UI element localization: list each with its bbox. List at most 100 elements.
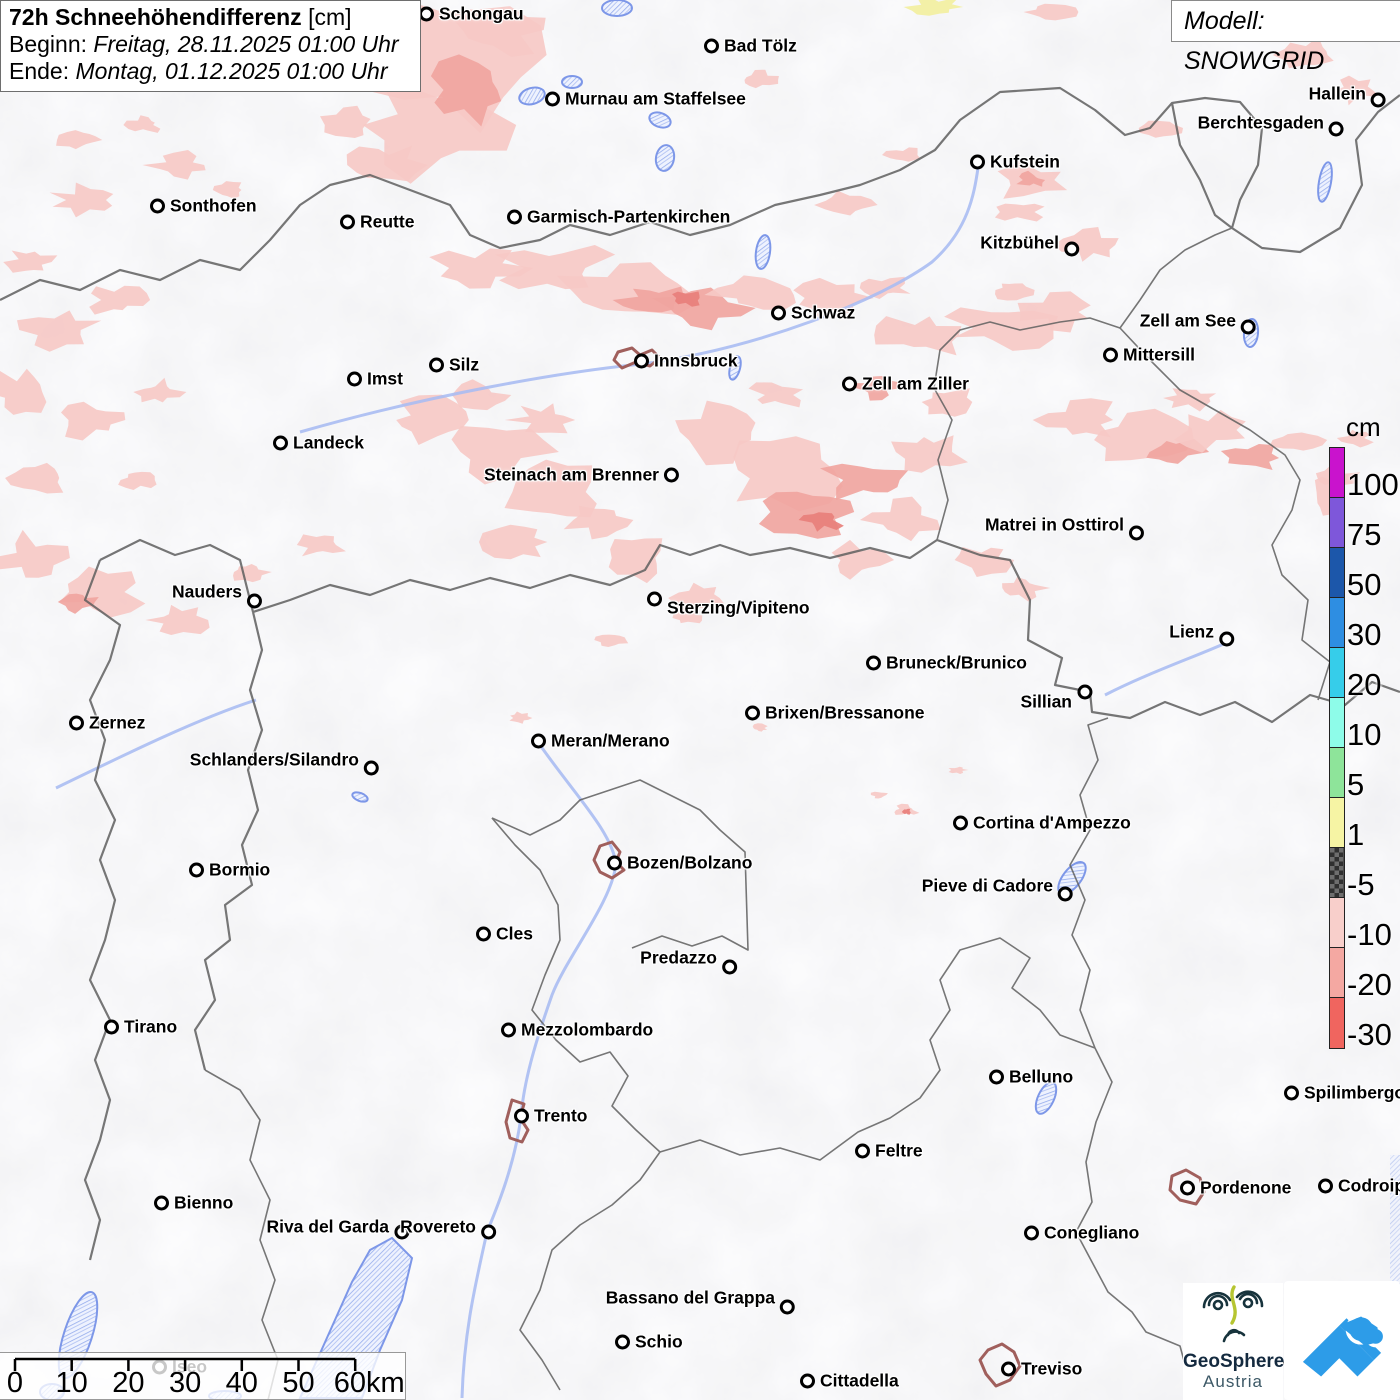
city-label: Murnau am Staffelsee <box>565 88 746 109</box>
city-dot <box>647 591 662 607</box>
snow-patch <box>1023 3 1079 21</box>
city-label: Imst <box>367 368 403 389</box>
city-marker-predazzo: Predazzo <box>635 948 737 978</box>
snow-patch <box>995 283 1035 301</box>
city-marker-bruneck-brunico: Bruneck/Brunico <box>866 653 1032 674</box>
snow-patch <box>396 394 469 445</box>
city-label: Nauders <box>171 581 242 602</box>
scale-bar: 0 10 20 30 40 50 60km <box>0 1352 406 1400</box>
city-marker-trento: Trento <box>514 1106 592 1127</box>
geosphere-logo-line1: GeoSphere <box>1183 1351 1285 1372</box>
city-marker-zernez: Zernez <box>69 713 150 734</box>
city-label: Kitzbühel <box>980 232 1059 253</box>
city-marker-steinach-am-brenner: Steinach am Brenner <box>479 465 679 486</box>
snow-patch <box>891 435 968 473</box>
city-label: Silz <box>449 354 480 375</box>
city-label: Garmisch-Partenkirchen <box>527 206 731 227</box>
snow-patch <box>479 524 548 560</box>
legend-tick-label: 5 <box>1347 767 1365 802</box>
snow-patch <box>429 248 534 289</box>
city-label: Conegliano <box>1044 1222 1140 1243</box>
city-dot <box>634 353 649 369</box>
city-dot <box>607 855 622 871</box>
city-marker-schio: Schio <box>615 1332 688 1353</box>
city-marker-conegliano: Conegliano <box>1024 1223 1144 1244</box>
snow-patch <box>948 766 969 774</box>
city-label: Schwaz <box>791 302 856 323</box>
snow-patch <box>672 609 703 624</box>
city-dot <box>1001 1361 1016 1377</box>
title-heading: 72h Schneehöhendifferenz <box>9 4 302 30</box>
city-dot <box>855 1143 870 1159</box>
snow-patch <box>874 316 962 356</box>
snow-patch <box>212 181 242 199</box>
city-marker-brixen-bressanone: Brixen/Bressanone <box>745 703 930 724</box>
legend-tick-label: -30 <box>1347 1017 1392 1052</box>
city-label: Brixen/Bressanone <box>765 702 925 723</box>
city-label: Zell am Ziller <box>862 373 969 394</box>
legend-tick-label: 10 <box>1347 717 1382 752</box>
city-dot <box>1058 886 1073 902</box>
city-dot <box>501 1022 516 1038</box>
city-marker-mezzolombardo: Mezzolombardo <box>501 1020 658 1041</box>
snow-patch <box>1016 170 1046 187</box>
city-dot <box>1103 347 1118 363</box>
title-box: 72h Schneehöhendifferenz [cm] Beginn: Fr… <box>0 0 421 92</box>
scale-label: 0 <box>6 1367 24 1399</box>
city-dot <box>273 435 288 451</box>
geosphere-logo-icon <box>1202 1285 1264 1343</box>
city-dot <box>1241 319 1256 335</box>
city-label: Hallein <box>1308 83 1366 104</box>
city-dot <box>1064 241 1079 257</box>
scale-label: 50 <box>282 1367 315 1399</box>
city-label: Bormio <box>209 859 271 880</box>
legend-segment-5 <box>1330 748 1344 798</box>
city-marker-hallein: Hallein <box>1304 84 1386 111</box>
city-marker-cortina-d-ampezzo: Cortina d'Ampezzo <box>953 813 1136 834</box>
begin-label: Beginn: <box>9 31 88 57</box>
snow-patch <box>142 150 206 180</box>
legend-tick-label: 75 <box>1347 517 1382 552</box>
city-marker-matrei-in-osttirol: Matrei in Osttirol <box>980 515 1144 544</box>
legend-tick-label: 100 <box>1347 467 1399 502</box>
snow-patch <box>451 379 512 411</box>
snow-patch <box>748 382 804 408</box>
snow-patch <box>5 462 64 494</box>
snow-patch <box>1336 429 1374 448</box>
snow-patch <box>744 69 779 89</box>
snow-patch <box>49 182 114 218</box>
snow-patch <box>675 400 756 466</box>
snow-patch <box>733 436 843 512</box>
snow-patch <box>903 0 964 16</box>
city-marker-mittersill: Mittersill <box>1103 345 1200 366</box>
legend-segment--5 <box>1330 848 1344 898</box>
snow-patch <box>1220 444 1280 470</box>
snow-patch <box>954 547 1015 577</box>
city-dot <box>800 1373 815 1389</box>
city-label: Bozen/Bolzano <box>627 852 753 873</box>
city-label: Trento <box>534 1105 588 1126</box>
map-title: 72h Schneehöhendifferenz [cm] <box>9 4 412 31</box>
scale-label: 30 <box>168 1367 202 1399</box>
city-dot <box>419 6 434 22</box>
city-dot <box>69 715 84 731</box>
city-dot <box>771 305 786 321</box>
city-label: Schlanders/Silandro <box>189 749 359 770</box>
city-marker-bormio: Bormio <box>189 860 275 881</box>
city-label: Cittadella <box>820 1370 899 1391</box>
city-marker-codroipo: Codroipo <box>1318 1176 1400 1197</box>
city-dot <box>1318 1178 1333 1194</box>
city-label: Pieve di Cadore <box>921 875 1053 896</box>
snow-patch <box>430 54 502 127</box>
snow-patch <box>504 459 597 518</box>
legend-segment-30 <box>1330 598 1344 648</box>
city-marker-riva-del-garda: Riva del Garda <box>261 1217 409 1243</box>
snow-patch <box>704 275 796 310</box>
snow-patch <box>820 463 909 500</box>
city-dot <box>866 655 881 671</box>
snow-patch <box>854 376 902 401</box>
city-label: Sterzing/Vipiteno <box>667 597 810 618</box>
city-label: Riva del Garda <box>266 1216 389 1237</box>
city-label: Reutte <box>360 211 415 232</box>
